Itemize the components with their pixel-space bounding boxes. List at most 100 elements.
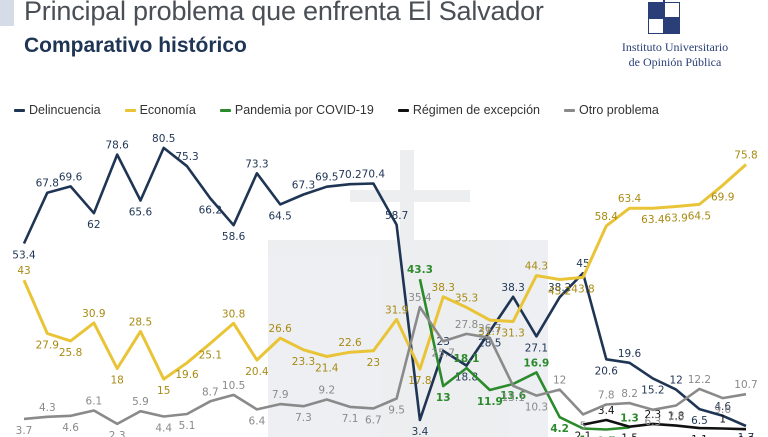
- data-label: 15.2: [641, 384, 664, 396]
- data-label: 1: [579, 434, 586, 437]
- data-label: 1: [719, 413, 726, 425]
- data-label: 75.3: [175, 151, 198, 163]
- data-label: 27.8: [455, 319, 478, 331]
- data-label: 2.3: [109, 430, 126, 437]
- data-label: 20.4: [245, 366, 269, 378]
- data-label: 11.9: [477, 396, 503, 408]
- data-label: 28.5: [478, 337, 501, 349]
- data-label: 58.6: [222, 231, 246, 243]
- data-label: 43.3: [407, 264, 433, 276]
- data-label: 26.7: [478, 323, 501, 335]
- legend-item: Economía: [124, 103, 196, 117]
- data-label: 2.3: [644, 409, 661, 421]
- legend-swatch: [563, 108, 575, 112]
- data-label: 6.1: [86, 395, 103, 407]
- chart-title: Principal problema que enfrenta El Salva…: [24, 0, 544, 26]
- data-label: 6.5: [691, 415, 708, 427]
- data-label: 43.2: [548, 286, 571, 298]
- legend-item: Otro problema: [563, 103, 659, 117]
- data-label: 58.7: [385, 210, 408, 222]
- data-label: 28.5: [129, 316, 152, 328]
- data-label: 26.6: [268, 323, 292, 335]
- legend-label: Régimen de excepción: [412, 103, 540, 117]
- data-label: 44.3: [525, 261, 548, 273]
- chart-subtitle: Comparativo histórico: [24, 34, 247, 57]
- data-label: 3.7: [16, 425, 33, 437]
- data-label: 27.1: [525, 342, 548, 354]
- data-label: 17.8: [408, 375, 431, 387]
- chart-legend: Delincuencia Economía Pandemia por COVID-1…: [14, 101, 683, 119]
- data-label: 1.1: [691, 434, 708, 437]
- data-label: 69.9: [711, 191, 734, 203]
- data-label: 63.9: [664, 212, 687, 224]
- series-line: [582, 418, 747, 431]
- data-label: 25.8: [59, 347, 82, 359]
- legend-item: Régimen de excepción: [397, 103, 540, 117]
- data-label: 12.2: [688, 374, 711, 386]
- legend-label: Otro problema: [578, 103, 659, 117]
- data-label: 70.4: [362, 169, 386, 181]
- legend-label: Economía: [139, 103, 196, 117]
- data-label: 63.4: [618, 193, 642, 205]
- series-r-gimen-de-excepci-n: 2.1 3.4 1.5 2.3 1.8 1.1 1 0.8: [575, 405, 755, 437]
- data-label: 23.3: [292, 356, 315, 368]
- data-label: 15: [157, 385, 170, 397]
- data-label: 5: [580, 420, 587, 432]
- data-label: 1.5: [621, 433, 638, 437]
- data-label: 69.5: [315, 172, 338, 184]
- line-chart: 53.467.869.66278.665.680.575.366.258.673…: [12, 133, 758, 437]
- data-label: 30.8: [222, 308, 245, 320]
- data-label: 73.3: [245, 158, 268, 170]
- iudop-logo: Instituto Universitario de Opinión Públi…: [600, 0, 750, 74]
- data-label: 6.7: [365, 414, 382, 426]
- legend-swatch: [124, 108, 136, 112]
- logo-line-2: de Opinión Pública: [628, 55, 722, 69]
- data-label: 9.5: [388, 404, 405, 416]
- data-label: 31.7: [478, 326, 501, 338]
- data-label: 75.8: [734, 149, 757, 161]
- series-line: [418, 278, 630, 431]
- data-label: 38.2: [548, 282, 571, 294]
- data-label: 35.4: [408, 292, 432, 304]
- data-label: 66.2: [199, 204, 222, 216]
- data-label: 1.8: [668, 411, 685, 423]
- data-label: 7.1: [342, 413, 359, 425]
- data-label: 35.3: [455, 292, 478, 304]
- uca-owl-logo-icon: [648, 0, 680, 34]
- data-label: 25.1: [199, 349, 222, 361]
- data-label: 53.4: [12, 250, 36, 262]
- legend-item: Delincuencia: [14, 103, 101, 117]
- data-label: 25.7: [432, 347, 455, 359]
- series-pandemia-por-covid-19: 43.3 13 18.1 11.913.6 16.9 4.2 1 0.7 1.3: [407, 264, 639, 437]
- data-label: 13.6: [500, 390, 526, 402]
- data-label: 67.3: [292, 179, 315, 191]
- data-label: 12: [669, 375, 682, 387]
- data-label: 0.8: [738, 435, 755, 437]
- data-label: 4.6: [714, 401, 731, 413]
- data-label: 31.9: [385, 304, 408, 316]
- data-label: 5.9: [132, 396, 149, 408]
- data-label: 3.4: [412, 426, 429, 437]
- data-label: 7.3: [295, 412, 312, 424]
- data-label: 78.6: [105, 140, 129, 152]
- data-label: 4.2: [550, 423, 569, 435]
- data-label: 6.3: [644, 416, 661, 428]
- legend-label: Delincuencia: [29, 103, 101, 117]
- logo-line-1: Instituto Universitario: [621, 40, 729, 54]
- data-label: 18: [110, 374, 123, 386]
- data-label: 21.4: [315, 362, 339, 374]
- data-label: 64.5: [268, 210, 291, 222]
- data-label: 1.7: [738, 432, 755, 437]
- legend-label: Pandemia por COVID-19: [234, 103, 374, 117]
- data-label: 7.9: [272, 389, 289, 401]
- legend-swatch: [219, 108, 231, 112]
- data-label: 63.4: [641, 214, 665, 226]
- data-label: 8.7: [202, 386, 219, 398]
- data-label: 38.3: [501, 282, 524, 294]
- data-label: 8.2: [621, 388, 638, 400]
- data-label: 70.2: [338, 169, 361, 181]
- data-label: 9.6: [714, 404, 731, 416]
- data-label: 38.3: [432, 282, 455, 294]
- data-label: 43: [17, 265, 30, 277]
- data-label: 12: [553, 375, 566, 387]
